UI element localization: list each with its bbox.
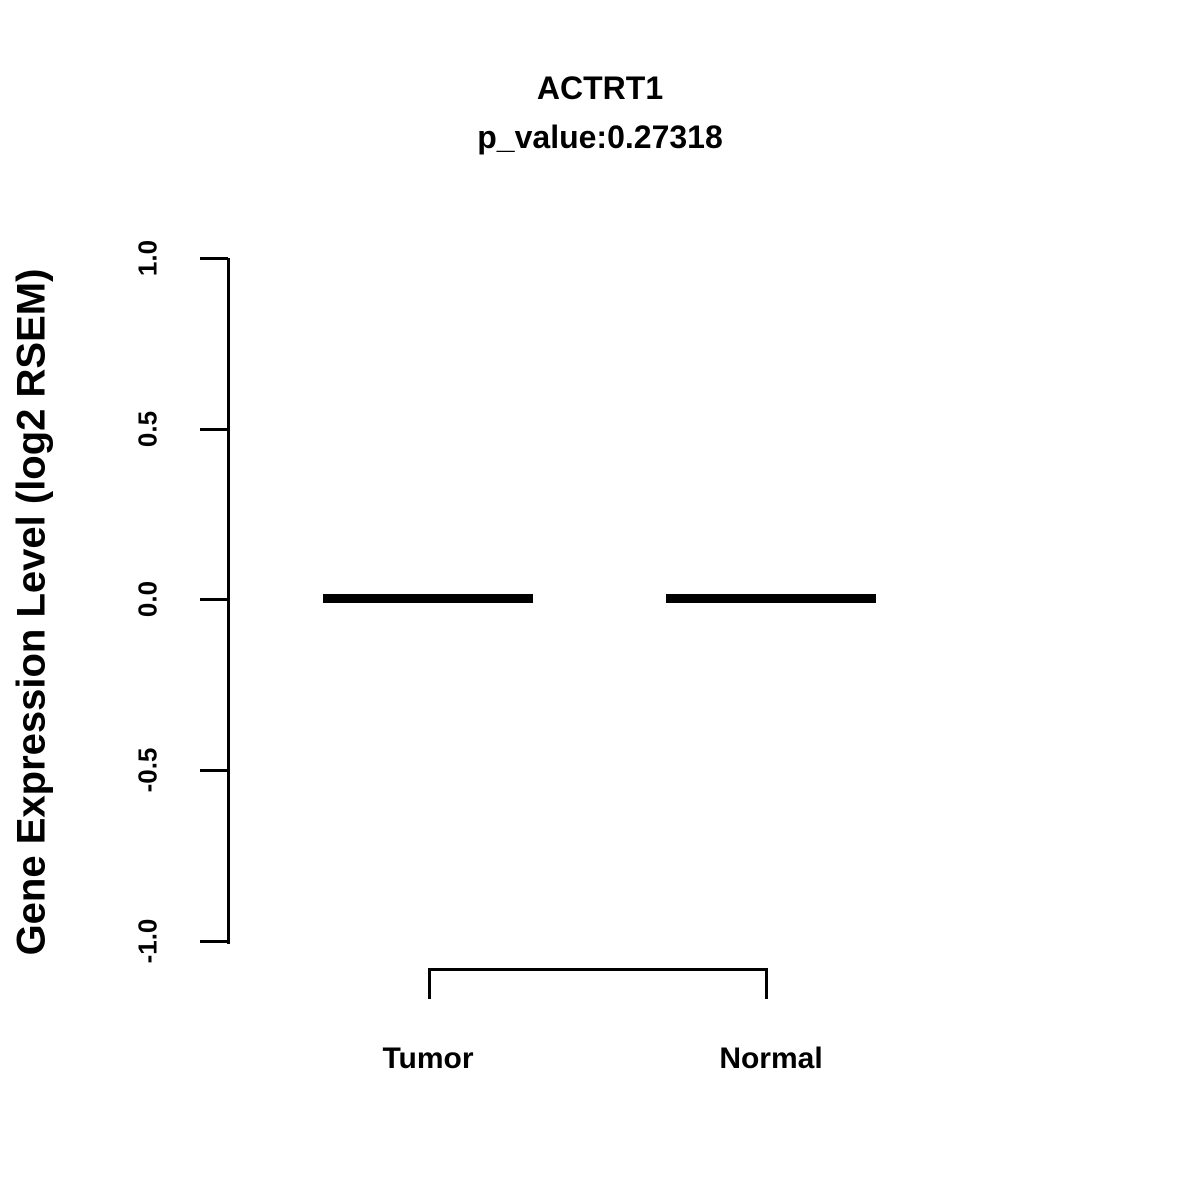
y-tick-1_0 (200, 257, 228, 260)
y-tick-0_5 (200, 428, 228, 431)
y-axis-line (227, 258, 230, 944)
chart-title: ACTRT1 (536, 70, 664, 106)
y-axis-title: Gene Expression Level (log2 RSEM) (9, 268, 54, 956)
y-tick-neg1_0 (200, 940, 228, 943)
y-tick-label-1_0: 1.0 (132, 239, 163, 277)
y-tick-label-0_5: 0.5 (132, 410, 163, 448)
y-tick-label-neg0_5: -0.5 (132, 747, 163, 793)
comparison-bracket (428, 968, 768, 999)
x-label-tumor: Tumor (382, 1042, 474, 1075)
normal-median-line (666, 594, 876, 603)
y-tick-neg0_5 (200, 769, 228, 772)
y-tick-label-neg1_0: -1.0 (132, 918, 163, 964)
tumor-median-line (323, 594, 533, 603)
chart-subtitle-pvalue: p_value:0.27318 (477, 119, 723, 155)
y-tick-0_0 (200, 598, 228, 601)
x-label-normal: Normal (719, 1042, 823, 1075)
y-tick-label-0_0: 0.0 (132, 580, 163, 618)
